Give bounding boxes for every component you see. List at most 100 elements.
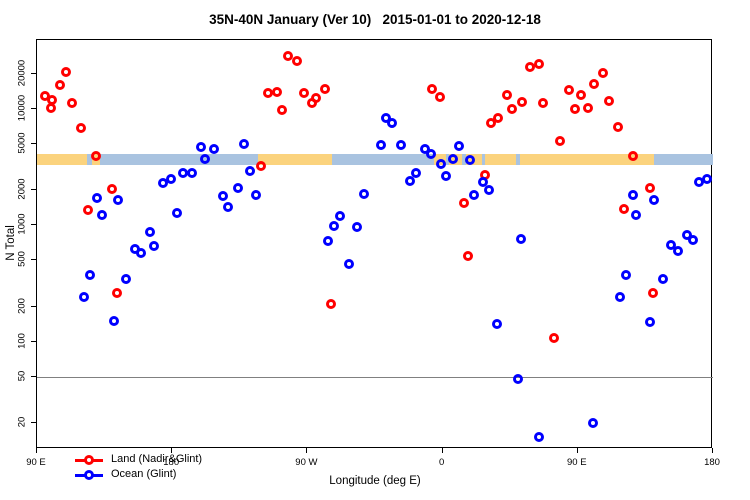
point-land bbox=[107, 184, 118, 194]
point-land bbox=[272, 86, 283, 97]
x-tick bbox=[171, 448, 173, 453]
strip-segment-ocean bbox=[654, 154, 713, 165]
point-land bbox=[517, 96, 528, 107]
point-land bbox=[589, 79, 600, 89]
point-ocean bbox=[222, 201, 233, 212]
point-land bbox=[533, 58, 544, 69]
y-tick-label: 20 bbox=[16, 416, 28, 428]
point-ocean bbox=[587, 417, 598, 428]
point-ocean bbox=[658, 273, 669, 284]
y-tick bbox=[31, 142, 36, 144]
point-ocean bbox=[682, 229, 693, 240]
point-land bbox=[575, 89, 586, 100]
point-land bbox=[54, 79, 65, 90]
point-ocean bbox=[209, 144, 220, 155]
point-land bbox=[75, 122, 86, 133]
point-ocean bbox=[323, 235, 334, 246]
point-ocean bbox=[464, 154, 475, 165]
point-ocean bbox=[135, 247, 146, 258]
point-ocean bbox=[158, 177, 169, 188]
y-tick-label: 50 bbox=[16, 370, 28, 381]
point-land bbox=[60, 66, 71, 77]
point-land bbox=[434, 91, 445, 102]
point-land bbox=[299, 88, 310, 99]
strip-segment-ocean bbox=[86, 154, 92, 165]
strip-segment-land bbox=[257, 154, 333, 165]
y-tick-label: 2000 bbox=[16, 178, 28, 200]
point-ocean bbox=[386, 117, 397, 128]
point-ocean bbox=[165, 173, 176, 184]
point-land bbox=[563, 84, 574, 95]
x-tick-label: 90 E bbox=[26, 457, 46, 468]
point-land bbox=[647, 288, 658, 299]
x-axis-title: Longitude (deg E) bbox=[329, 475, 421, 487]
point-ocean bbox=[436, 158, 447, 169]
point-ocean bbox=[144, 226, 155, 237]
x-tick bbox=[712, 448, 713, 453]
y-tick bbox=[31, 72, 36, 74]
strip-segment-ocean bbox=[462, 154, 466, 165]
legend-label-land: Land (Nadir&Glint) bbox=[111, 453, 203, 465]
point-land bbox=[427, 83, 438, 94]
x-tick-label: 0 bbox=[438, 457, 445, 468]
point-ocean bbox=[376, 140, 386, 150]
legend-label-ocean: Ocean (Glint) bbox=[111, 468, 177, 480]
point-land bbox=[506, 103, 517, 114]
strip-segment-land bbox=[519, 154, 655, 165]
point-ocean bbox=[335, 211, 346, 222]
strip-segment-ocean bbox=[100, 154, 258, 165]
y-tick bbox=[31, 224, 36, 226]
strip-segment-land bbox=[484, 154, 517, 165]
strip-segment-ocean bbox=[445, 154, 450, 165]
point-ocean bbox=[631, 209, 642, 220]
point-land bbox=[326, 299, 337, 310]
y-tick bbox=[31, 375, 36, 377]
point-ocean bbox=[440, 170, 451, 181]
point-ocean bbox=[404, 176, 415, 187]
point-land bbox=[502, 89, 513, 100]
point-ocean bbox=[171, 207, 182, 218]
point-ocean bbox=[251, 190, 262, 200]
point-land bbox=[66, 97, 77, 108]
y-axis-title: N Total bbox=[5, 225, 17, 261]
point-land bbox=[493, 112, 504, 123]
point-ocean bbox=[512, 373, 523, 384]
point-land bbox=[548, 332, 559, 343]
point-ocean bbox=[688, 235, 699, 246]
point-land bbox=[569, 103, 580, 114]
y-tick bbox=[31, 189, 36, 191]
point-land bbox=[538, 97, 549, 108]
point-land bbox=[524, 61, 535, 72]
point-ocean bbox=[108, 316, 119, 327]
point-ocean bbox=[186, 167, 197, 178]
y-tick-label: 20000 bbox=[16, 59, 28, 87]
point-ocean bbox=[177, 167, 188, 178]
point-land bbox=[628, 150, 639, 161]
point-ocean bbox=[200, 154, 211, 165]
point-ocean bbox=[469, 190, 480, 200]
point-land bbox=[291, 55, 302, 66]
point-ocean bbox=[478, 176, 489, 187]
y-tick-label: 5000 bbox=[16, 132, 28, 154]
point-land bbox=[111, 288, 122, 299]
strip-segment-ocean bbox=[516, 154, 520, 165]
point-ocean bbox=[239, 138, 250, 149]
point-ocean bbox=[195, 142, 206, 153]
point-ocean bbox=[380, 112, 391, 123]
y-tick-label: 10000 bbox=[16, 94, 28, 122]
point-ocean bbox=[344, 258, 355, 269]
y-tick bbox=[31, 107, 36, 109]
legend-marker-ocean-icon bbox=[75, 470, 103, 480]
y-tick-label: 100 bbox=[16, 332, 28, 349]
point-land bbox=[45, 102, 56, 113]
point-land bbox=[83, 204, 94, 215]
point-land bbox=[255, 160, 266, 171]
x-tick bbox=[306, 448, 308, 453]
point-land bbox=[458, 197, 469, 208]
x-tick bbox=[441, 448, 443, 453]
point-ocean bbox=[410, 167, 421, 178]
point-land bbox=[276, 105, 287, 115]
point-ocean bbox=[84, 269, 95, 280]
y-tick-label: 1000 bbox=[16, 213, 28, 235]
reference-line-50 bbox=[37, 377, 713, 378]
